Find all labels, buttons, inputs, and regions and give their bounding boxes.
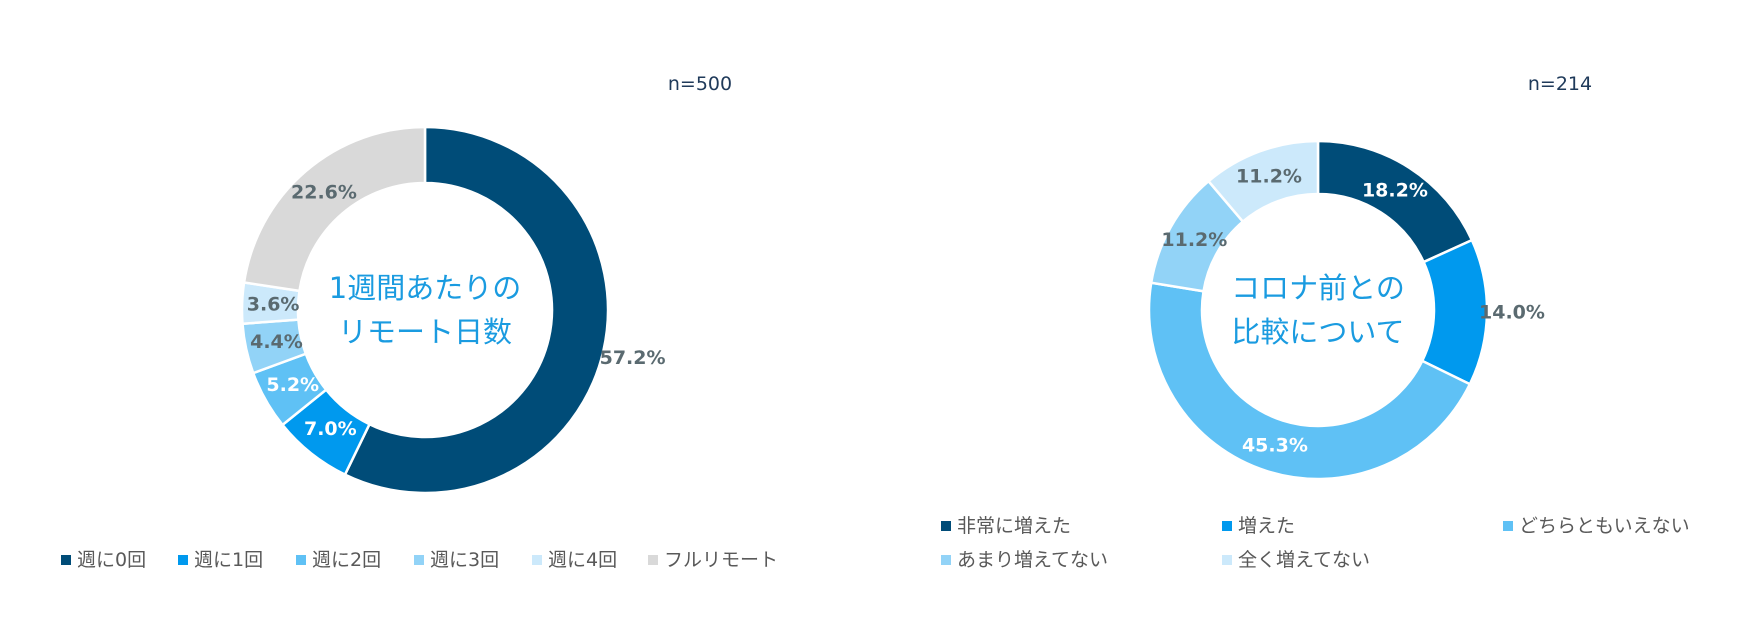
sample-size-label: n=214 bbox=[1528, 73, 1592, 95]
legend-swatch bbox=[61, 555, 71, 565]
donut-chart-comparison: 18.2%14.0%45.3%11.2%11.2%コロナ前との比較についてn=2… bbox=[941, 73, 1690, 571]
data-label: 57.2% bbox=[600, 347, 666, 369]
center-label: リモート日数 bbox=[338, 315, 512, 349]
legend-swatch bbox=[1503, 521, 1513, 531]
legend-swatch bbox=[1222, 555, 1232, 565]
data-label: 14.0% bbox=[1479, 302, 1545, 324]
legend-label: 週に1回 bbox=[194, 549, 263, 571]
donut-slice bbox=[343, 125, 610, 495]
legend-swatch bbox=[414, 555, 424, 565]
data-label: 11.2% bbox=[1161, 229, 1227, 251]
legend: 週に0回 週に1回 週に2回 週に3回 週に4回 フルリモート bbox=[61, 549, 778, 571]
legend-label: 週に2回 bbox=[312, 549, 381, 571]
donut-slice bbox=[1420, 238, 1489, 386]
data-label: 3.6% bbox=[247, 293, 300, 315]
donut-slice bbox=[1206, 139, 1320, 224]
center-label: 比較について bbox=[1231, 315, 1404, 349]
legend-label: 週に0回 bbox=[77, 549, 146, 571]
donut-slice bbox=[1147, 281, 1472, 481]
data-label: 22.6% bbox=[291, 181, 357, 203]
legend-swatch bbox=[178, 555, 188, 565]
legend-swatch bbox=[941, 555, 951, 565]
data-label: 4.4% bbox=[250, 331, 303, 353]
data-label: 18.2% bbox=[1362, 180, 1428, 202]
center-label: コロナ前との bbox=[1231, 271, 1405, 305]
legend-swatch bbox=[296, 555, 306, 565]
donut-slice bbox=[242, 125, 427, 293]
sample-size-label: n=500 bbox=[668, 73, 732, 95]
data-label: 45.3% bbox=[1242, 434, 1308, 456]
legend-swatch bbox=[1222, 521, 1232, 531]
legend-label: 週に3回 bbox=[430, 549, 499, 571]
data-label: 5.2% bbox=[266, 374, 319, 396]
data-label: 7.0% bbox=[304, 418, 357, 440]
legend-label: あまり増えてない bbox=[957, 549, 1108, 571]
legend-swatch bbox=[941, 521, 951, 531]
legend-label: 全く増えてない bbox=[1238, 549, 1370, 571]
legend-label: 増えた bbox=[1238, 515, 1295, 537]
legend-swatch bbox=[532, 555, 542, 565]
center-label: 1週間あたりの bbox=[329, 271, 521, 305]
legend-swatch bbox=[648, 555, 658, 565]
legend-label: 非常に増えた bbox=[957, 515, 1071, 537]
legend-label: 週に4回 bbox=[548, 549, 617, 571]
legend-label: フルリモート bbox=[664, 549, 778, 571]
data-label: 11.2% bbox=[1236, 166, 1302, 188]
legend-label: どちらともいえない bbox=[1519, 515, 1690, 537]
